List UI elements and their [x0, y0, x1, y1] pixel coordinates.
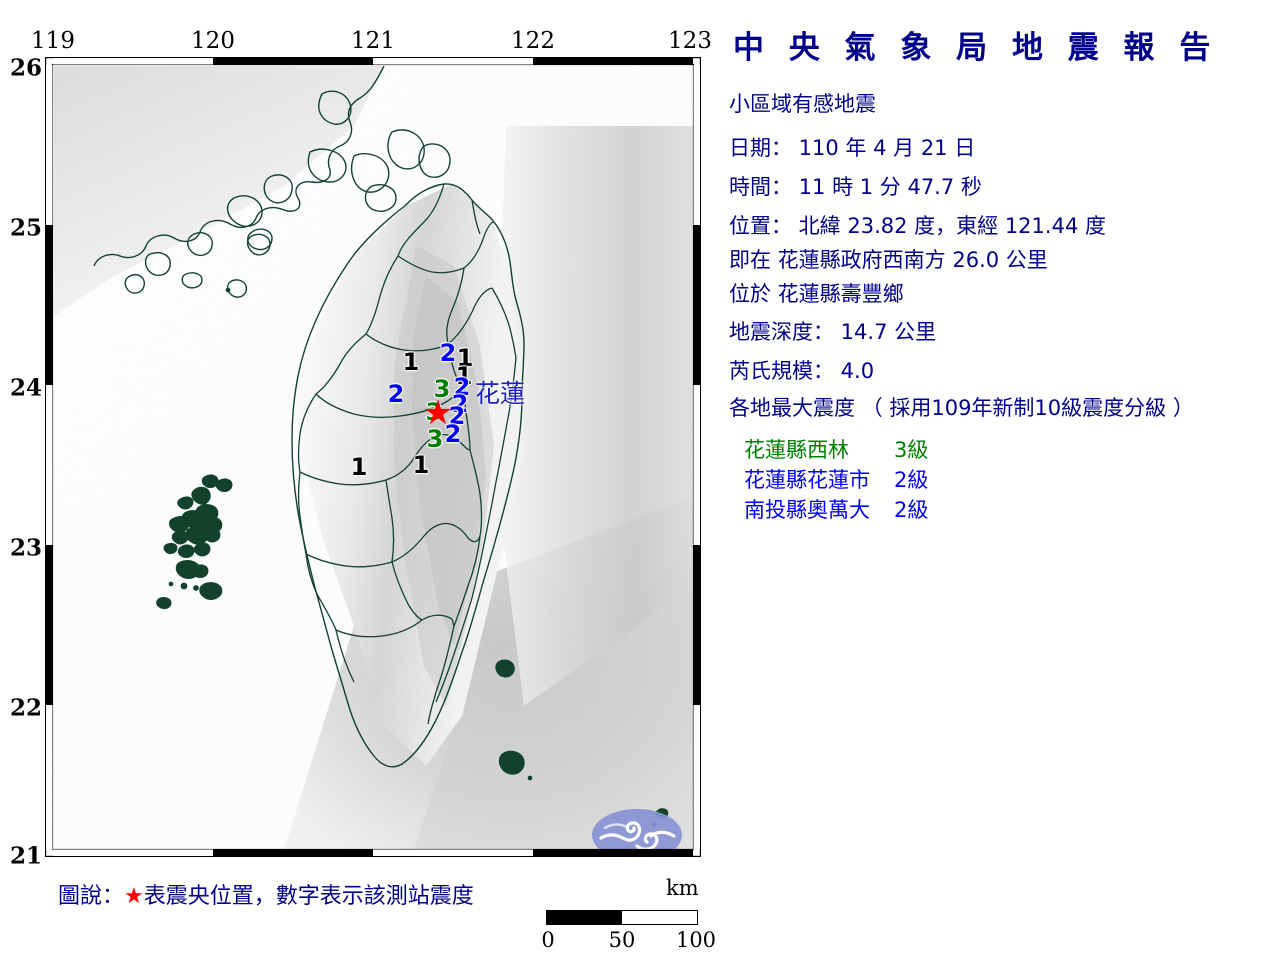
city-label-hualien: 花蓮 [475, 379, 526, 408]
report-line-relative: 即在 花蓮縣政府西南方 26.0 公里 [729, 248, 1048, 272]
scale-unit-label: km [666, 876, 699, 900]
intensity-level: 2級 [894, 468, 929, 492]
station-intensity-4: 2 [387, 380, 405, 408]
scale-tick-0: 0 [541, 928, 555, 952]
lat-tick-22: 22 [9, 694, 42, 722]
report-subtitle: 小區域有感地震 [729, 92, 876, 116]
station-intensity-13: 1 [412, 451, 430, 479]
station-intensity-0: 2 [439, 339, 457, 367]
lon-tick-119: 119 [31, 28, 75, 54]
lon-tick-121: 121 [351, 28, 395, 54]
caption-star-icon: ★ [124, 884, 144, 909]
report-line-position: 位置： 北緯 23.82 度，東經 121.44 度 [729, 214, 1106, 238]
scale-tick-100: 100 [675, 928, 717, 952]
report-line-date: 日期： 110 年 4 月 21 日 [729, 136, 976, 160]
station-intensity-12: 1 [350, 453, 368, 481]
cwb-logo-icon [592, 809, 682, 850]
report-info-panel: 中 央 氣 象 局 地 震 報 告 小區域有感地震 日期： 110 年 4 月 … [716, 0, 1280, 960]
intensity-row-1: 花蓮縣花蓮市 2級 [744, 464, 928, 494]
epicenter-star-icon: ★ [422, 393, 454, 433]
intensity-row-0: 花蓮縣西林 3級 [744, 434, 928, 464]
lon-tick-122: 122 [511, 28, 555, 54]
intensity-location: 南投縣奧萬大 [744, 498, 870, 522]
map-panel: 119 120 121 122 123 26 25 24 23 22 21 [9, 28, 717, 952]
intensity-row-2: 南投縣奧萬大 2級 [744, 494, 928, 524]
station-intensity-1: 1 [402, 348, 420, 376]
caption-prefix: 圖說： [58, 884, 125, 909]
lon-tick-123: 123 [668, 28, 712, 54]
report-line-depth: 地震深度： 14.7 公里 [729, 320, 937, 344]
lat-tick-26: 26 [9, 54, 42, 82]
report-line-time: 時間： 11 時 1 分 47.7 秒 [729, 175, 982, 199]
intensity-section-header: 各地最大震度 （ 採用109年新制10級震度分級 ） [729, 396, 1194, 420]
intensity-level: 3級 [894, 438, 929, 462]
page-title: 中 央 氣 象 局 地 震 報 告 [733, 30, 1218, 66]
intensity-location: 花蓮縣西林 [744, 438, 849, 462]
coastline-layer [93, 66, 669, 827]
lat-tick-21: 21 [9, 842, 42, 870]
caption-text: 表震央位置，數字表示該測站震度 [143, 884, 474, 909]
lat-tick-25: 25 [9, 214, 42, 242]
lat-tick-23: 23 [9, 534, 42, 562]
scale-bar-track [546, 910, 698, 925]
scale-tick-50: 50 [608, 928, 636, 952]
map-caption: 圖說：★表震央位置，數字表示該測站震度 [58, 878, 474, 910]
lon-tick-120: 120 [191, 28, 235, 54]
intensity-level: 2級 [894, 498, 929, 522]
lat-tick-24: 24 [9, 374, 42, 402]
report-line-magnitude: 芮氏規模： 4.0 [729, 359, 875, 383]
scale-bar-fill [547, 911, 622, 924]
intensity-location: 花蓮縣花蓮市 [744, 468, 870, 492]
report-line-township: 位於 花蓮縣壽豐鄉 [729, 282, 904, 306]
